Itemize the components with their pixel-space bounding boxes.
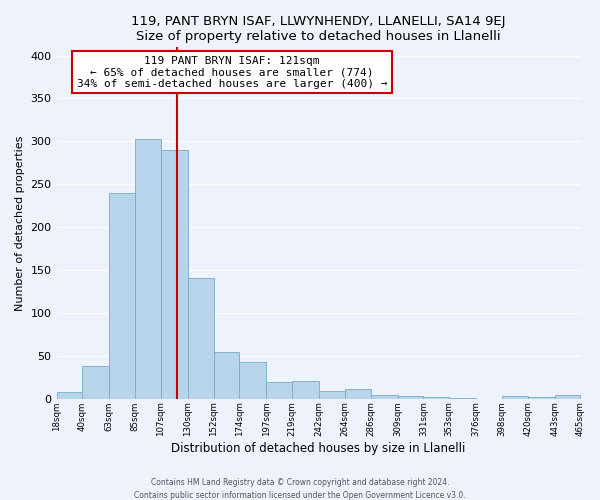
Bar <box>239 362 266 399</box>
Bar <box>161 150 188 399</box>
Bar <box>319 391 345 399</box>
Title: 119, PANT BRYN ISAF, LLWYNHENDY, LLANELLI, SA14 9EJ
Size of property relative to: 119, PANT BRYN ISAF, LLWYNHENDY, LLANELL… <box>131 15 506 43</box>
Bar <box>502 396 528 399</box>
Y-axis label: Number of detached properties: Number of detached properties <box>15 135 25 310</box>
Bar <box>371 394 398 399</box>
Bar <box>555 396 580 399</box>
Bar <box>398 396 424 399</box>
Bar <box>56 392 82 399</box>
Bar <box>424 397 449 399</box>
Bar <box>214 352 239 399</box>
Bar <box>82 366 109 399</box>
Bar <box>266 382 292 399</box>
Bar <box>528 397 555 399</box>
Bar <box>292 381 319 399</box>
Bar <box>135 139 161 399</box>
Bar <box>188 278 214 399</box>
Bar <box>109 193 135 399</box>
Bar <box>449 398 476 399</box>
Text: 119 PANT BRYN ISAF: 121sqm
← 65% of detached houses are smaller (774)
34% of sem: 119 PANT BRYN ISAF: 121sqm ← 65% of deta… <box>77 56 388 89</box>
Bar <box>345 390 371 399</box>
X-axis label: Distribution of detached houses by size in Llanelli: Distribution of detached houses by size … <box>172 442 466 455</box>
Text: Contains HM Land Registry data © Crown copyright and database right 2024.
Contai: Contains HM Land Registry data © Crown c… <box>134 478 466 500</box>
